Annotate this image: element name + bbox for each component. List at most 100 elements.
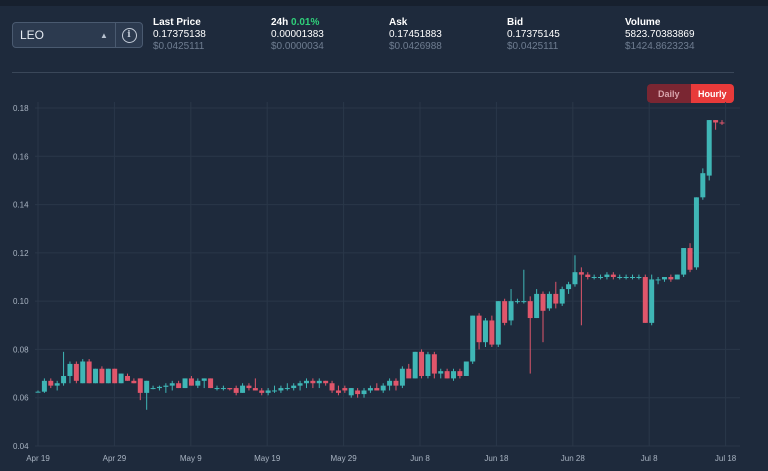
stat-usd: $1424.8623234	[625, 41, 695, 52]
candle-body	[169, 383, 175, 386]
candle-body	[112, 368, 118, 384]
candle-body	[521, 301, 527, 303]
candle-body	[118, 373, 124, 384]
candle-body	[406, 368, 412, 379]
candle-body	[451, 371, 457, 379]
candles	[35, 120, 725, 410]
candle-body	[310, 380, 316, 384]
x-tick-label: Jul 18	[715, 454, 737, 463]
candle-body	[272, 390, 278, 392]
candle-body	[719, 122, 725, 124]
candle-body	[649, 279, 655, 323]
candle-body	[86, 361, 92, 384]
candle-body	[73, 363, 79, 381]
candle-body	[668, 277, 674, 280]
candle-body	[35, 391, 41, 393]
y-tick-label: 0.18	[13, 104, 29, 113]
candle-body	[259, 390, 265, 393]
market-symbol[interactable]: LEO	[20, 28, 45, 42]
candle-body	[457, 371, 463, 376]
candle-body	[303, 380, 309, 384]
candle-body	[227, 388, 233, 390]
candle-body	[572, 272, 578, 285]
candle-body	[674, 274, 680, 280]
candle-body	[291, 385, 297, 389]
stat-usd: $0.0425111	[153, 41, 205, 52]
candle-body	[278, 388, 284, 391]
candle-body	[93, 368, 99, 384]
candle-body	[585, 274, 591, 277]
candle-body	[201, 378, 207, 381]
candle-body	[642, 277, 648, 323]
candle-body	[233, 388, 239, 393]
candle-body	[636, 277, 642, 278]
candle-body	[630, 277, 635, 278]
candle-body	[105, 368, 111, 384]
stat-value: 0.17375138	[153, 29, 206, 40]
candle-body	[700, 173, 706, 198]
candle-body	[348, 388, 354, 396]
x-tick-label: May 29	[330, 454, 357, 463]
candle-body	[316, 380, 322, 384]
candle-body	[476, 315, 482, 343]
daily-button[interactable]: Daily	[647, 84, 691, 103]
candle-body	[323, 380, 329, 384]
candle-body	[176, 383, 182, 389]
candle-body	[41, 380, 47, 392]
candle-body	[527, 301, 533, 319]
stat-volume: Volume 5823.70383869 $1424.8623234	[625, 17, 695, 53]
candle-body	[706, 120, 712, 176]
candle-body	[489, 320, 495, 345]
top-strip	[0, 0, 768, 6]
candle-body	[693, 197, 699, 268]
candle-body	[284, 388, 290, 390]
candle-body	[265, 390, 271, 393]
chevron-updown-icon[interactable]: ▲	[100, 30, 108, 40]
stat-label: Bid	[507, 17, 524, 28]
interval-toggle[interactable]: Daily Hourly	[647, 84, 734, 103]
candle-body	[438, 371, 444, 374]
candle-body	[67, 363, 73, 376]
market-selector[interactable]: LEO ▲ i	[12, 22, 143, 48]
candle-body	[617, 277, 623, 278]
candle-body	[604, 274, 610, 277]
hourly-button[interactable]: Hourly	[690, 84, 734, 103]
stat-24h: 24h 0.01% 0.00001383 $0.0000034	[271, 17, 324, 53]
stat-label: Volume	[625, 17, 661, 28]
candle-body	[482, 320, 488, 343]
candle-body	[144, 380, 150, 393]
candle-body	[425, 354, 431, 376]
candle-body	[508, 301, 514, 321]
candle-body	[546, 293, 552, 309]
candle-body	[163, 385, 169, 387]
candle-body	[195, 380, 201, 386]
y-tick-label: 0.12	[13, 249, 29, 258]
stat-label: Last Price	[153, 17, 201, 28]
candle-body	[502, 301, 508, 323]
candle-body	[380, 385, 386, 391]
candle-body	[514, 301, 520, 303]
stat-value: 0.00001383	[271, 29, 324, 40]
candle-body	[591, 277, 597, 278]
candle-body	[534, 293, 540, 319]
change-percent: 0.01%	[291, 17, 320, 28]
candle-body	[444, 371, 450, 379]
x-tick-label: May 19	[254, 454, 281, 463]
candle-body	[540, 293, 546, 311]
x-tick-label: Jun 8	[410, 454, 430, 463]
candle-body	[713, 120, 719, 123]
candle-body	[297, 383, 303, 386]
stat-usd: $0.0425111	[507, 41, 559, 52]
info-icon[interactable]: i	[121, 27, 137, 43]
x-tick-label: Apr 19	[26, 454, 50, 463]
candle-body	[367, 388, 373, 391]
candle-body	[131, 380, 137, 384]
info-button[interactable]: i	[115, 23, 142, 47]
stat-value: 5823.70383869	[625, 29, 695, 40]
y-tick-label: 0.16	[13, 152, 29, 161]
candle-body	[99, 368, 105, 384]
candle-body	[495, 301, 501, 345]
candle-body	[246, 385, 252, 389]
candle-body	[355, 390, 361, 395]
